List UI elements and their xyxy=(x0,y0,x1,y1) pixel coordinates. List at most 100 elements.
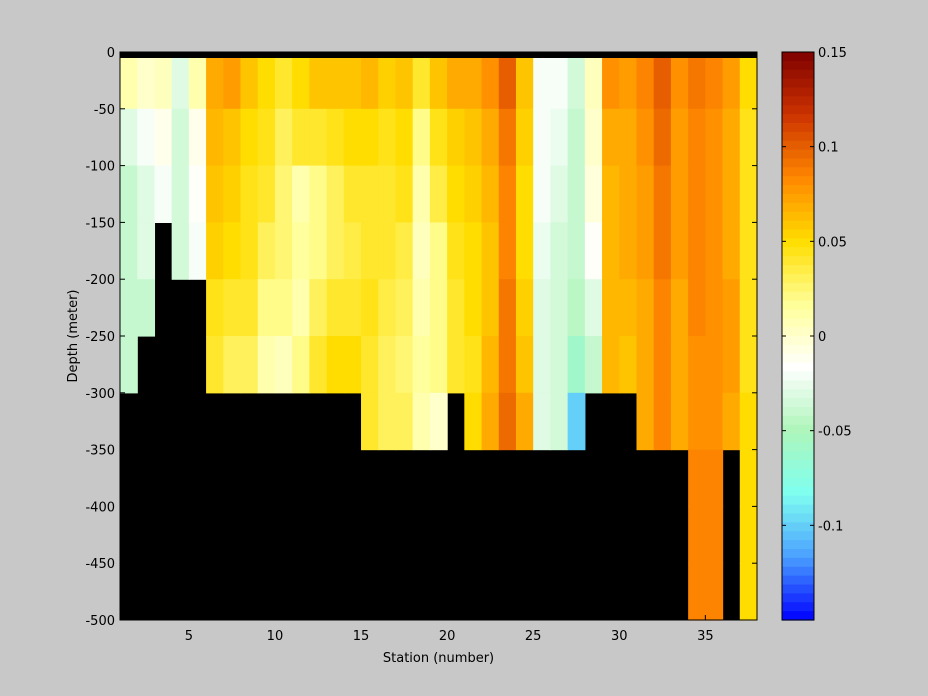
heatmap-cell xyxy=(705,279,724,337)
heatmap-cell xyxy=(705,506,724,564)
heatmap-cell xyxy=(619,336,638,394)
colorbar-swatch xyxy=(782,566,814,577)
heatmap-cell xyxy=(739,506,758,564)
heatmap-cell xyxy=(343,165,362,223)
heatmap-cell xyxy=(498,392,517,451)
colorbar-swatch xyxy=(782,318,814,328)
colorbar-ticks: 0.15 0.1 0.05 0 -0.05 -0.1 xyxy=(782,46,852,534)
heatmap-cell xyxy=(154,108,173,167)
colorbar-swatch xyxy=(782,531,814,541)
heatmap-cell xyxy=(636,165,655,223)
surface-band-rect xyxy=(120,52,757,58)
colorbar-swatch xyxy=(782,575,814,586)
heatmap-cell xyxy=(533,222,552,280)
x-tick-label: 35 xyxy=(697,629,714,644)
colorbar-swatch xyxy=(782,140,814,151)
colorbar-swatch xyxy=(782,407,814,417)
heatmap-cell xyxy=(739,165,758,223)
heatmap-cell xyxy=(464,336,483,394)
y-tick-label: -200 xyxy=(85,273,115,288)
heatmap-cell xyxy=(515,222,534,280)
heatmap-cell xyxy=(567,165,586,223)
heatmap-cell xyxy=(171,165,190,223)
heatmap-cell xyxy=(515,392,534,451)
colorbar-swatch xyxy=(782,389,814,399)
heatmap-cell xyxy=(412,108,431,167)
heatmap-cell xyxy=(240,165,259,223)
heatmap-cell xyxy=(412,336,431,394)
heatmap-cell xyxy=(722,52,741,110)
heatmap-cell xyxy=(498,52,517,110)
colorbar: 0.15 0.1 0.05 0 -0.05 -0.1 xyxy=(781,46,852,621)
heatmap-cell xyxy=(343,108,362,167)
heatmap-cell xyxy=(429,52,448,110)
colorbar-swatch xyxy=(782,220,814,231)
colorbar-swatch xyxy=(782,611,814,621)
heatmap-cell xyxy=(464,222,483,280)
heatmap-cell xyxy=(395,279,414,337)
heatmap-cell xyxy=(395,165,414,223)
heatmap-cell xyxy=(567,222,586,280)
heatmap-cell xyxy=(481,165,500,223)
x-axis-label: Station (number) xyxy=(383,651,494,666)
heatmap-cell xyxy=(688,506,706,564)
heatmap-cell xyxy=(395,336,414,394)
heatmap-cell xyxy=(567,392,586,451)
colorbar-swatch xyxy=(782,584,814,594)
heatmap-cell xyxy=(188,108,207,167)
heatmap-cell xyxy=(705,108,724,167)
heatmap-cell xyxy=(274,165,293,223)
colorbar-tick-label: 0.05 xyxy=(818,235,847,250)
heatmap-cell xyxy=(171,222,190,280)
heatmap-cell xyxy=(739,563,758,621)
heatmap-cell xyxy=(171,52,190,110)
heatmap-cell xyxy=(412,165,431,223)
heatmap-cell xyxy=(636,336,655,394)
colorbar-tick-label: 0.1 xyxy=(818,141,839,156)
heatmap-cell xyxy=(498,222,517,280)
heatmap-cell xyxy=(688,279,706,337)
colorbar-swatch xyxy=(782,336,814,346)
heatmap-cell xyxy=(498,165,517,223)
heatmap-cell xyxy=(533,392,552,451)
colorbar-swatch xyxy=(782,131,814,142)
heatmap-cell xyxy=(619,165,638,223)
colorbar-swatch xyxy=(782,424,814,435)
colorbar-swatch xyxy=(782,60,814,71)
heatmap-cell xyxy=(257,52,276,110)
y-tick-label: -350 xyxy=(85,444,115,459)
heatmap-cell xyxy=(739,222,758,280)
heatmap-cell xyxy=(120,108,138,167)
y-tick-label: -300 xyxy=(85,387,115,402)
heatmap-cell xyxy=(343,222,362,280)
heatmap-cell xyxy=(670,336,689,394)
heatmap-cell xyxy=(567,108,586,167)
heatmap-cell xyxy=(429,222,448,280)
heatmap-cell xyxy=(274,336,293,394)
heatmap-cell xyxy=(550,336,569,394)
heatmap-cell xyxy=(361,52,379,110)
heatmap-cell xyxy=(619,279,638,337)
x-tick-label: 25 xyxy=(525,629,542,644)
heatmap-cell xyxy=(378,222,397,280)
heatmap-cell xyxy=(515,108,534,167)
heatmap-cell xyxy=(120,222,138,280)
colorbar-swatch xyxy=(782,433,814,444)
colorbar-swatch xyxy=(782,247,814,257)
heatmap-cell xyxy=(361,392,379,451)
heatmap-cell xyxy=(378,336,397,394)
heatmap-cell xyxy=(688,449,706,507)
heatmap-cell xyxy=(206,108,224,167)
y-tick-label: -400 xyxy=(85,500,115,515)
heatmap-cell xyxy=(274,108,293,167)
heatmap-cell xyxy=(188,222,207,280)
colorbar-swatch xyxy=(782,167,814,177)
heatmap-cell xyxy=(636,392,655,451)
heatmap-cell xyxy=(257,165,276,223)
colorbar-swatch xyxy=(782,513,814,523)
heatmap-cell xyxy=(584,52,603,110)
heatmap-cells xyxy=(120,52,758,621)
x-tick-label: 30 xyxy=(611,629,628,644)
colorbar-tick-label: 0 xyxy=(818,330,826,345)
